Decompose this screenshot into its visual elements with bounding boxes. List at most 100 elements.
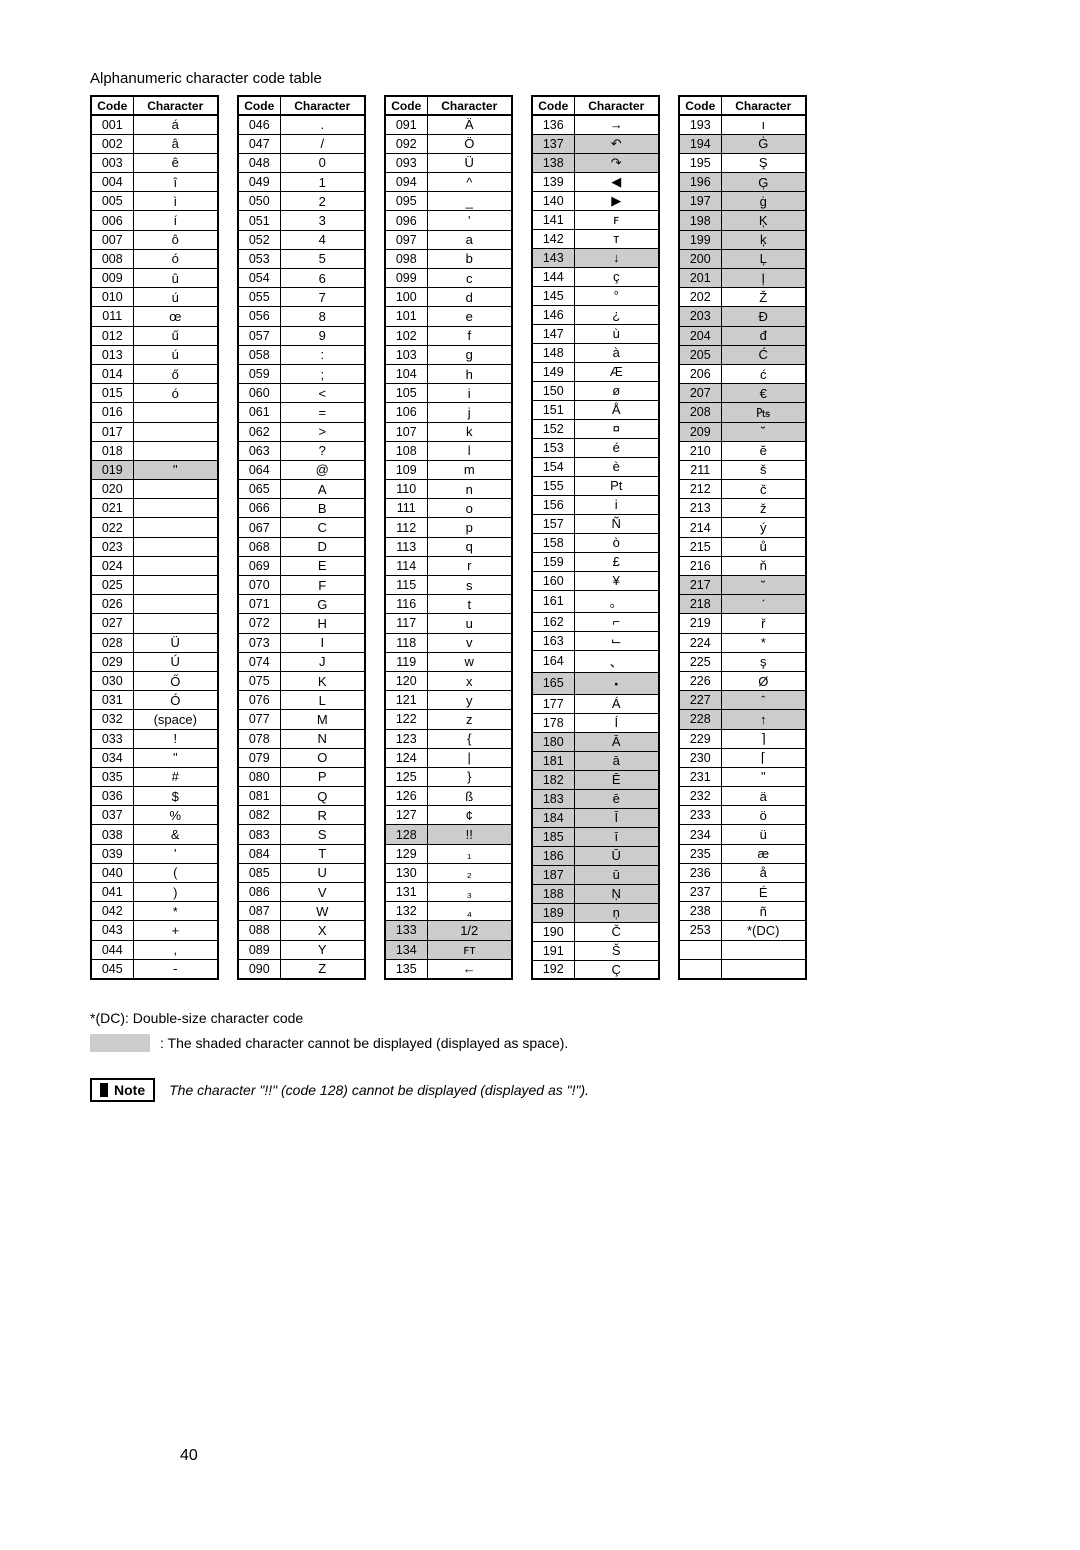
char-cell: H [280,614,365,633]
code-cell: 138 [532,153,574,172]
table-row: 127¢ [385,806,512,825]
char-cell: ù [574,324,659,343]
table-row: 0546 [238,269,365,288]
code-cell: 203 [679,307,721,326]
char-cell: Ó [133,691,218,710]
code-cell: 194 [679,134,721,153]
table-row: 014ő [91,364,218,383]
code-cell: 230 [679,748,721,767]
table-row: 153é [532,438,659,457]
table-row: 216ň [679,556,806,575]
table-row: 097a [385,230,512,249]
code-cell: 135 [385,959,427,979]
char-cell: Ū [574,846,659,865]
table-row: 118v [385,633,512,652]
table-row: 025 [91,576,218,595]
char-cell: Y [280,940,365,959]
code-cell: 044 [91,940,133,959]
char-cell: ▶ [574,191,659,210]
char-cell: ó [133,384,218,403]
char-cell: f [427,326,512,345]
char-cell: a [427,230,512,249]
table-row: 082R [238,806,365,825]
code-cell: 043 [91,921,133,940]
code-cell: 180 [532,732,574,751]
char-cell: ꜰᴛ [427,940,512,959]
code-cell: 035 [91,767,133,786]
code-cell: 027 [91,614,133,633]
char-cell: à [574,343,659,362]
char-cell: č [721,480,806,499]
code-cell: 214 [679,518,721,537]
table-row: 135← [385,959,512,979]
table-row: 232ä [679,787,806,806]
page-number: 40 [180,1447,198,1465]
code-cell: 134 [385,940,427,959]
table-row: 046. [238,115,365,134]
table-row: 128!! [385,825,512,844]
code-cell: 041 [91,883,133,902]
char-cell: 1/2 [427,921,512,940]
code-cell: 125 [385,767,427,786]
table-row: 030Ő [91,671,218,690]
table-row: 001á [91,115,218,134]
table-row: 013ú [91,345,218,364]
code-cell: 069 [238,556,280,575]
code-cell: 007 [91,230,133,249]
table-row: 236å [679,863,806,882]
char-cell: ő [133,364,218,383]
code-cell: 158 [532,533,574,552]
table-row: 156i [532,495,659,514]
code-cell: 003 [91,153,133,172]
char-cell [133,537,218,556]
code-cell: 237 [679,883,721,902]
char-cell: n [427,480,512,499]
table-row: 079O [238,748,365,767]
code-cell: 010 [91,288,133,307]
table-row: 085U [238,863,365,882]
table-row: 019" [91,460,218,479]
code-cell: 071 [238,595,280,614]
code-cell: 210 [679,441,721,460]
char-cell: y [427,691,512,710]
code-cell: 047 [238,134,280,153]
table-row: 125} [385,767,512,786]
table-row: 068D [238,537,365,556]
table-row: 150ø [532,381,659,400]
table-row: 195Ş [679,153,806,172]
char-cell: Æ [574,362,659,381]
table-row: 180Ā [532,732,659,751]
code-cell: 186 [532,846,574,865]
char-cell: 3 [280,211,365,230]
char-cell: Ü [133,633,218,652]
char-cell [133,614,218,633]
code-cell: 115 [385,576,427,595]
table-row: 201ļ [679,269,806,288]
code-cell: 084 [238,844,280,863]
table-row: 071G [238,595,365,614]
code-cell: 198 [679,211,721,230]
char-cell: ū [574,865,659,884]
char-cell: c [427,269,512,288]
char-cell: Ļ [721,249,806,268]
table-row: 008ó [91,249,218,268]
code-cell: 143 [532,248,574,267]
code-cell: 113 [385,537,427,556]
char-cell: é [574,438,659,457]
char-cell [133,499,218,518]
char-cell: Ġ [721,134,806,153]
table-row: 186Ū [532,846,659,865]
table-row: 061= [238,403,365,422]
code-cell: 126 [385,787,427,806]
table-row: 063? [238,441,365,460]
code-cell: 039 [91,844,133,863]
code-cell: 028 [91,633,133,652]
table-row: 107k [385,422,512,441]
char-cell: ¥ [574,571,659,590]
code-cell: 139 [532,172,574,191]
char-cell [133,480,218,499]
char-cell: ô [133,230,218,249]
code-cell: 082 [238,806,280,825]
table-row: 024 [91,556,218,575]
table-row: 147ù [532,324,659,343]
